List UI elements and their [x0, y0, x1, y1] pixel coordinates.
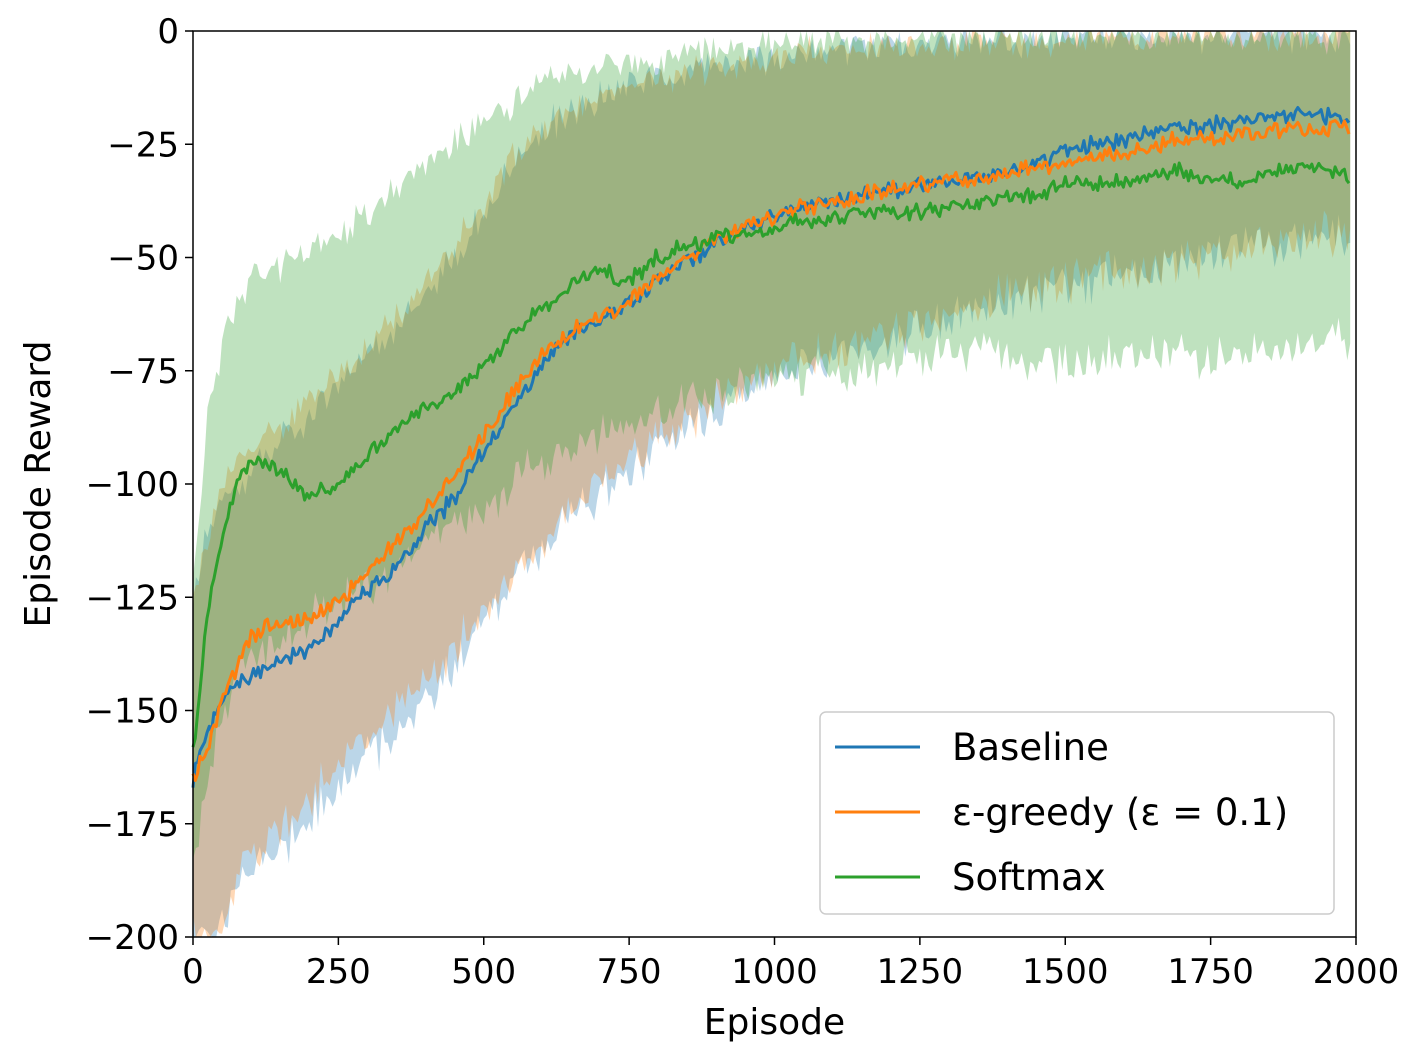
band-baseline [193, 31, 1351, 937]
y-axis-label: Episode Reward [18, 341, 59, 628]
legend-label-softmax: Softmax [952, 856, 1106, 899]
legend-label-baseline: Baseline [952, 726, 1109, 769]
y-tick-label: −25 [107, 125, 179, 165]
x-tick-label: 1750 [1167, 952, 1254, 992]
y-tick-label: −50 [107, 239, 179, 279]
legend-box [819, 711, 1335, 915]
x-axis: 0 250 500 750 1000 1250 1500 1750 2000 [182, 937, 1399, 992]
series-lines [191, 106, 1351, 788]
line-softmax [191, 161, 1351, 748]
y-tick-label: −175 [86, 805, 179, 845]
line-baseline [191, 106, 1351, 788]
y-axis: 0 −25 −50 −75 −100 −125 −150 −175 −200 [86, 12, 193, 958]
y-tick-label: −125 [86, 578, 179, 618]
y-tick-label: −200 [86, 918, 179, 958]
x-tick-label: 1500 [1022, 952, 1109, 992]
y-tick-label: −100 [86, 465, 179, 505]
y-tick-label: −150 [86, 692, 179, 732]
x-tick-label: 750 [597, 952, 662, 992]
line-greedy-0-1 [191, 119, 1351, 782]
band-greedy-0-1 [193, 31, 1351, 937]
legend-label-greedy-0-1: ε-greedy (ε = 0.1) [952, 791, 1288, 834]
x-tick-label: 250 [306, 952, 371, 992]
y-tick-label: 0 [157, 12, 179, 52]
x-tick-label: 0 [182, 952, 204, 992]
x-tick-label: 500 [451, 952, 516, 992]
y-tick-label: −75 [107, 352, 179, 392]
x-axis-label: Episode [704, 1002, 845, 1043]
band-softmax [193, 31, 1351, 860]
legend: Baseline ε-greedy (ε = 0.1) Softmax [819, 711, 1335, 915]
x-tick-label: 1000 [731, 952, 818, 992]
confidence-bands [193, 31, 1351, 937]
x-tick-label: 1250 [877, 952, 964, 992]
x-tick-label: 2000 [1313, 952, 1400, 992]
